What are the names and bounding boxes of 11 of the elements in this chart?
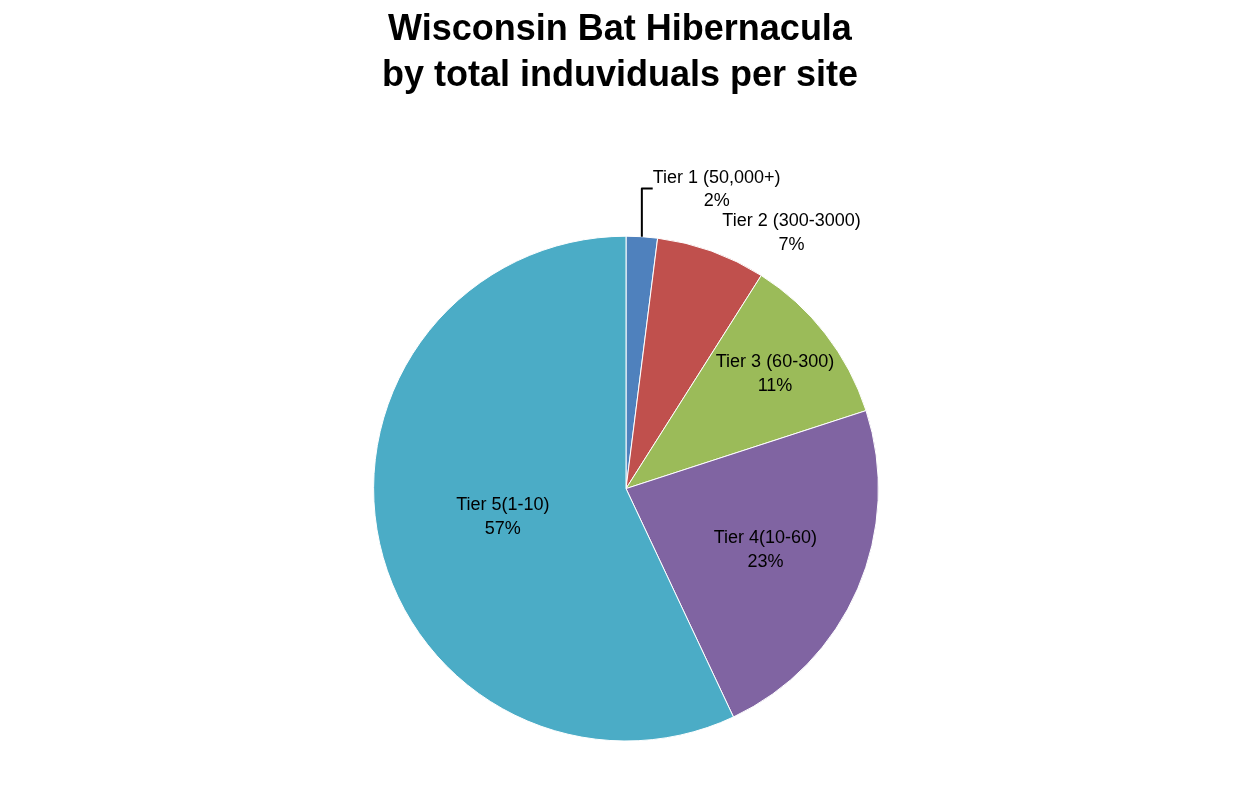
data-label: 57% [484,517,521,538]
slice-label: Tier 3 (60-300) [715,351,835,372]
data-label: 11% [757,374,793,395]
data-label: 7% [778,233,805,254]
slice-label: Tier 4(10-60) [713,527,818,548]
slice-label: Tier 2 (300-3000) [722,210,861,231]
slice-label: Tier 1 (50,000+) [652,166,781,187]
slice-label: Tier 5(1-10) [456,494,550,515]
data-label: 23% [747,550,784,571]
chart-title: Wisconsin Bat Hibernacula by total induviduals per site [381,6,859,95]
data-label: 2% [703,190,730,211]
